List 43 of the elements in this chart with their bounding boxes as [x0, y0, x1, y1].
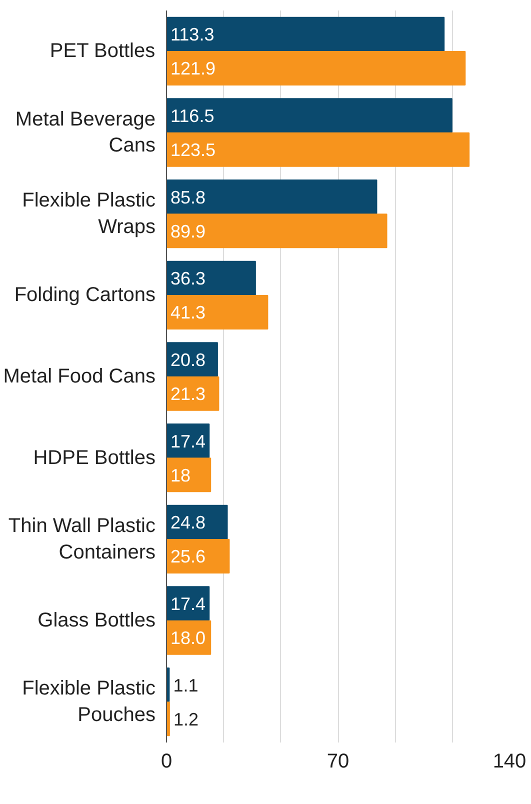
x-tick-label: 140 [492, 750, 526, 772]
bar [166, 260, 256, 296]
y-tick-label: Flexible Plastic Pouches [22, 678, 156, 726]
y-tick-label: Thin Wall Plastic Containers [8, 514, 156, 564]
data-label: 17.4 [170, 594, 206, 614]
data-label: 17.4 [170, 431, 206, 452]
x-tick-label: 0 [160, 750, 172, 772]
y-tick-label: HDPE Bottles [33, 446, 156, 469]
x-tick-label: 70 [326, 750, 350, 772]
data-label: 113.3 [170, 24, 214, 45]
bar [166, 132, 470, 167]
data-label: 18 [170, 465, 191, 486]
bar [166, 376, 220, 411]
y-tick-label: Flexible Plastic Wraps [22, 190, 156, 238]
bar [166, 458, 212, 492]
bar [166, 180, 378, 214]
data-label: 25.6 [170, 546, 206, 567]
bar [166, 295, 268, 330]
y-tick-label: Metal Food Cans [3, 366, 156, 388]
bar [166, 539, 230, 574]
data-label: 24.8 [170, 512, 206, 533]
data-label: 89.9 [170, 221, 206, 242]
bar [166, 586, 210, 621]
data-label: 20.8 [170, 350, 206, 370]
data-label: 41.3 [170, 302, 206, 323]
data-label: 36.3 [170, 268, 206, 289]
y-tick-label: Metal Beverage Cans [15, 108, 156, 157]
y-tick-label: PET Bottles [50, 40, 156, 62]
data-label: 121.9 [170, 58, 216, 79]
bar [166, 98, 452, 133]
data-label: 18.0 [170, 628, 206, 648]
data-label: 21.3 [170, 384, 206, 404]
data-label: 1.2 [173, 709, 198, 730]
bar [166, 214, 388, 248]
y-tick-label: Folding Cartons [14, 284, 156, 306]
data-label: 1.1 [173, 675, 198, 696]
y-tick-label: Glass Bottles [38, 610, 156, 632]
bar [166, 16, 445, 52]
data-label: 85.8 [170, 187, 206, 208]
bar [166, 51, 466, 86]
bar [166, 504, 228, 540]
data-label: 123.5 [170, 140, 216, 160]
data-label: 116.5 [170, 106, 214, 126]
